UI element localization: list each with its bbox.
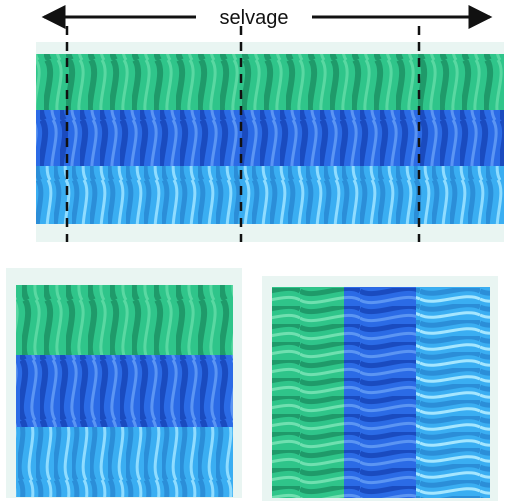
panel-left-band-green bbox=[16, 285, 233, 355]
strip-band-cyan bbox=[36, 166, 504, 224]
strip-band-green bbox=[36, 54, 504, 110]
cut-lines bbox=[65, 26, 421, 242]
strip-band-blue bbox=[36, 110, 504, 166]
panel-right-column-green bbox=[272, 287, 344, 498]
fabric-strip bbox=[36, 42, 504, 242]
panel-vertical-columns bbox=[262, 276, 498, 501]
panel-left-band-blue bbox=[16, 355, 233, 427]
panel-right-column-blue bbox=[344, 287, 416, 498]
panel-left-band-cyan bbox=[16, 427, 233, 497]
panel-horizontal-bands bbox=[6, 268, 242, 498]
panel-right-column-cyan bbox=[416, 287, 490, 498]
selvage-label: selvage bbox=[220, 7, 289, 29]
